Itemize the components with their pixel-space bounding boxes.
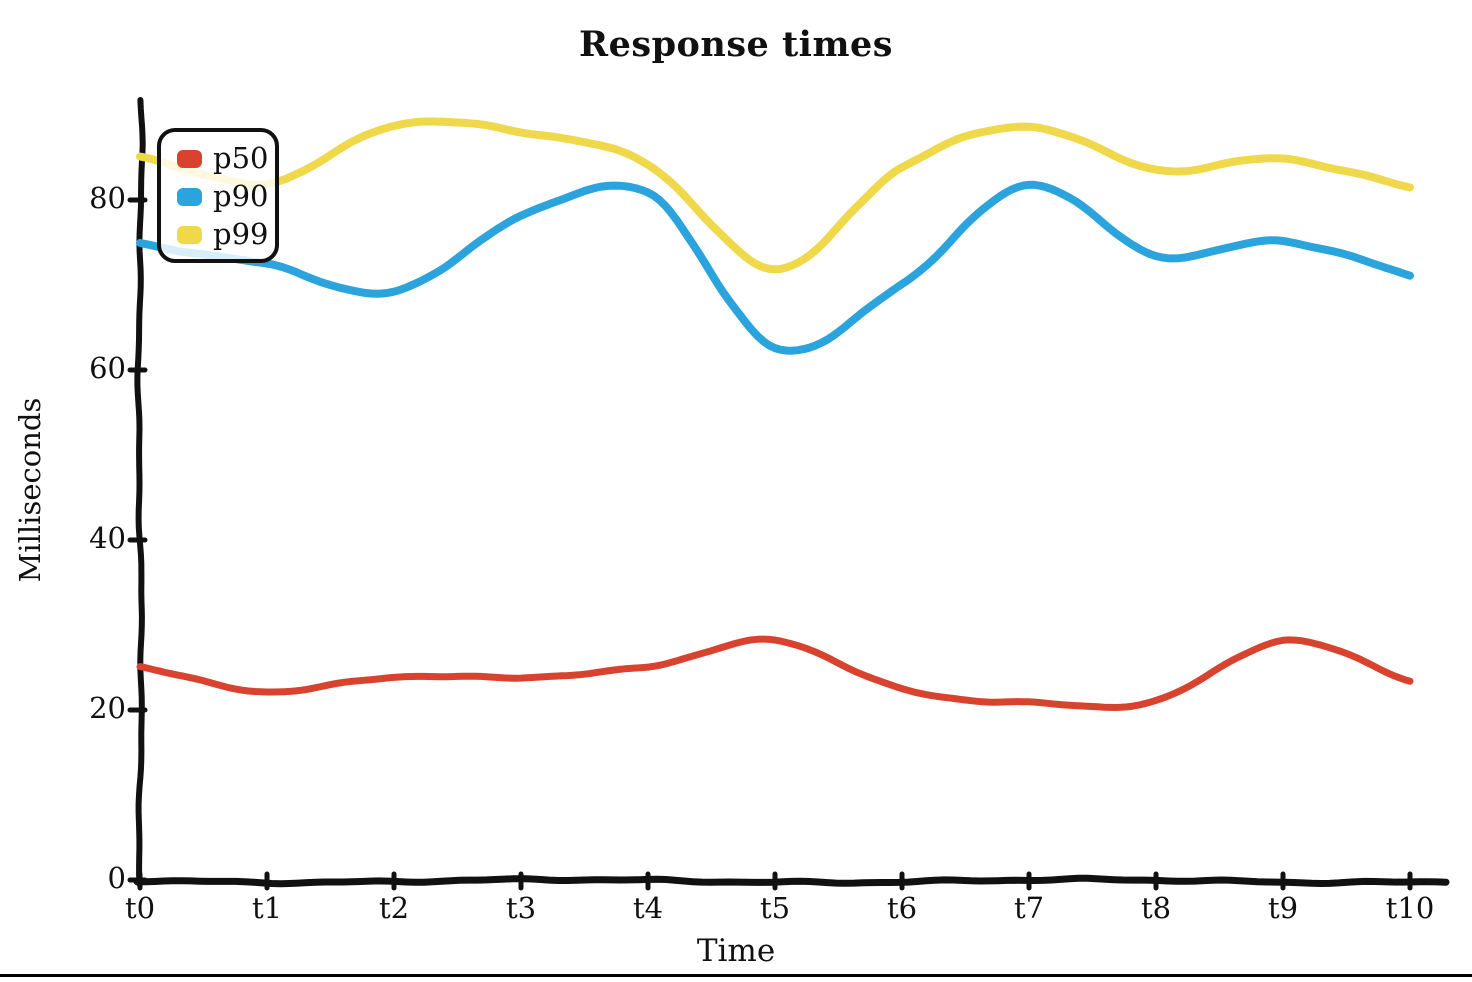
x-tick-label-t8: t8 xyxy=(1140,891,1172,925)
legend-label-p90: p90 xyxy=(213,179,269,213)
legend-swatch-p99 xyxy=(177,225,202,244)
x-tick-label-t5: t5 xyxy=(759,891,791,925)
x-tick-label-t3: t3 xyxy=(505,891,537,925)
x-tick-label-t6: t6 xyxy=(886,891,918,925)
legend-item-p50: p50 xyxy=(177,144,268,173)
x-axis-title: Time xyxy=(696,933,776,969)
legend-item-p99: p99 xyxy=(177,220,268,249)
x-tick-label-t9: t9 xyxy=(1267,891,1299,925)
x-tick-label-t7: t7 xyxy=(1013,891,1045,925)
x-tick-label-t0: t0 xyxy=(124,891,156,925)
legend: p50 p90 p99 xyxy=(157,128,279,263)
y-tick-label-80: 80 xyxy=(89,181,126,215)
chart-title: Response times xyxy=(579,24,893,65)
legend-swatch-p50 xyxy=(177,149,202,168)
y-tick-label-40: 40 xyxy=(89,521,126,555)
y-tick-label-0: 0 xyxy=(107,861,126,895)
y-tick-label-60: 60 xyxy=(89,351,126,385)
x-tick-label-t4: t4 xyxy=(632,891,664,925)
window-bottom-border xyxy=(0,974,1472,977)
x-tick-label-t2: t2 xyxy=(378,891,410,925)
y-axis-title: Milliseconds xyxy=(13,397,47,583)
y-tick-label-20: 20 xyxy=(89,691,126,725)
x-tick-label-t1: t1 xyxy=(251,891,283,925)
legend-label-p99: p99 xyxy=(213,217,269,251)
x-tick-label-t10: t10 xyxy=(1385,891,1435,925)
legend-swatch-p90 xyxy=(177,187,202,206)
legend-label-p50: p50 xyxy=(213,141,269,175)
legend-item-p90: p90 xyxy=(177,182,268,211)
